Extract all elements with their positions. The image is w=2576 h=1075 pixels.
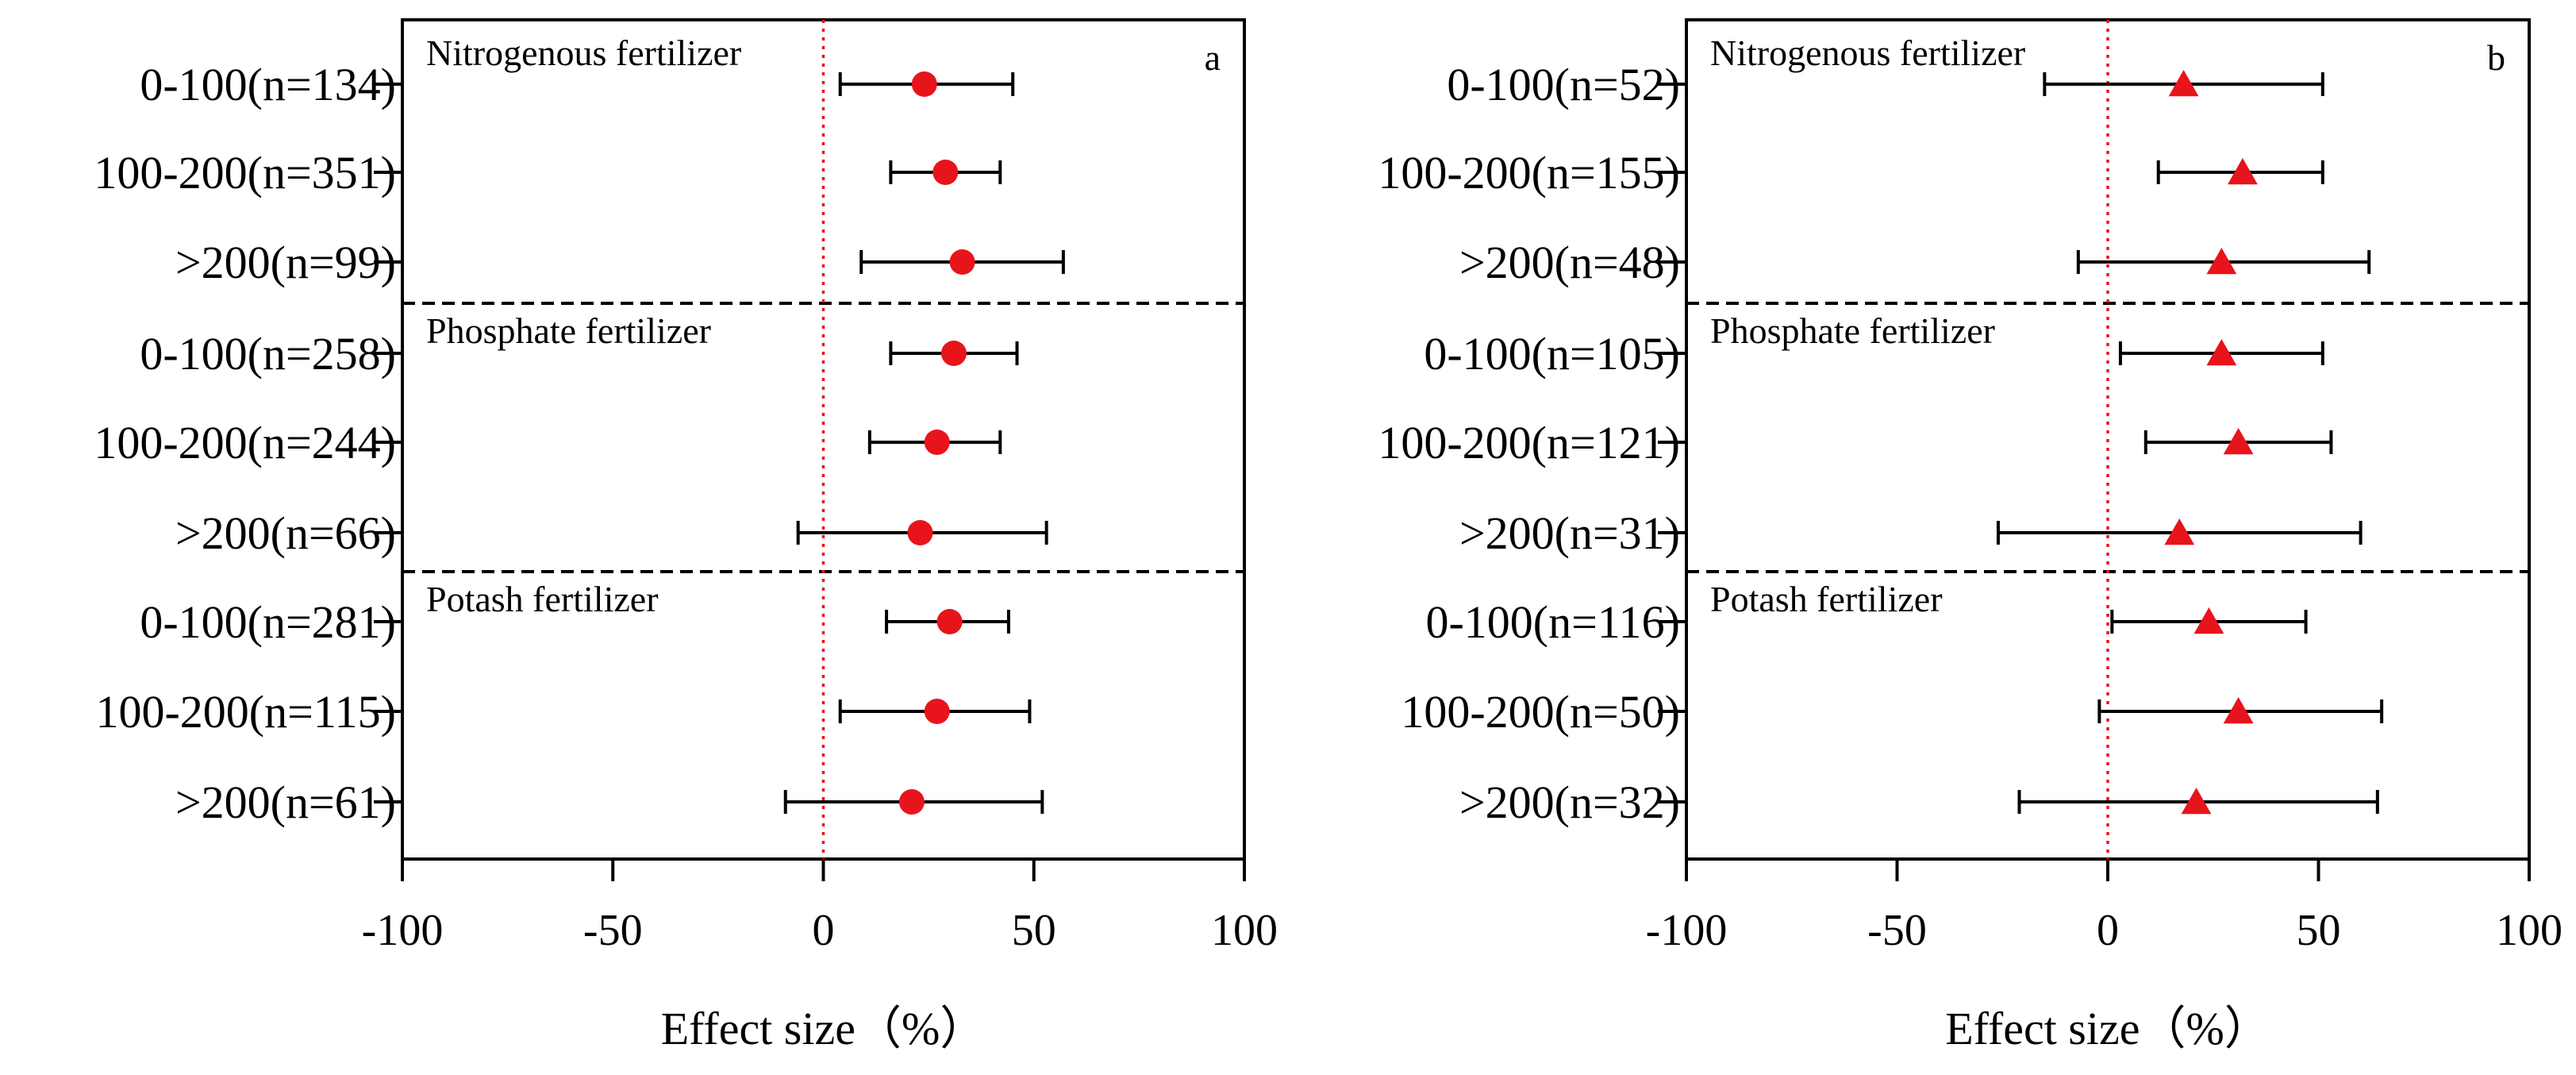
- y-category-label: >200(n=66): [175, 507, 396, 559]
- x-tick-label: 50: [2297, 906, 2341, 955]
- y-category-label: >200(n=31): [1459, 507, 1680, 559]
- panel-a: -100 -50 0 50 100 Effect size（%） a Nitrogenous …: [94, 18, 1278, 1054]
- y-category-label: 0-100(n=281): [140, 596, 396, 648]
- group-label: Potash fertilizer: [1710, 579, 1943, 619]
- panel-letter: b: [2487, 37, 2505, 78]
- mean-marker-circle: [924, 430, 950, 455]
- mean-marker-triangle: [2223, 697, 2254, 724]
- y-category-label: 100-200(n=351): [94, 147, 396, 198]
- x-axis-label: Effect size（%）: [1945, 1003, 2270, 1054]
- y-category-label: 100-200(n=244): [94, 417, 396, 468]
- mean-marker-circle: [911, 71, 937, 97]
- x-tick-label: -50: [1867, 906, 1927, 955]
- x-tick-label: 50: [1012, 906, 1056, 955]
- panel-b: -100 -50 0 50 100 Effect size（%） b Nitrogenous …: [1378, 18, 2563, 1054]
- x-tick-label: 0: [2097, 906, 2119, 955]
- group-label: Nitrogenous fertilizer: [426, 33, 741, 73]
- x-tick-label: 100: [2496, 906, 2563, 955]
- mean-marker-circle: [924, 699, 950, 724]
- y-category-label: 100-200(n=155): [1378, 147, 1680, 198]
- group-label: Potash fertilizer: [426, 579, 659, 619]
- y-category-label: 100-200(n=115): [95, 686, 396, 738]
- mean-marker-circle: [940, 341, 967, 366]
- y-category-label: >200(n=32): [1459, 776, 1680, 828]
- mean-marker-triangle: [2223, 428, 2254, 455]
- y-category-label: 100-200(n=50): [1401, 686, 1680, 738]
- mean-marker-triangle: [2181, 788, 2212, 815]
- group-label: Nitrogenous fertilizer: [1710, 33, 2025, 73]
- mean-marker-circle: [949, 249, 975, 275]
- x-tick-label: 0: [813, 906, 835, 955]
- x-tick-label: -100: [1646, 906, 1728, 955]
- y-category-label: >200(n=99): [175, 237, 396, 288]
- y-category-label: 0-100(n=134): [140, 59, 396, 110]
- mean-marker-triangle: [2164, 518, 2195, 545]
- mean-marker-triangle: [2206, 248, 2237, 275]
- mean-marker-circle: [932, 160, 959, 185]
- y-category-label: 0-100(n=52): [1447, 59, 1680, 110]
- y-category-label: 0-100(n=116): [1425, 596, 1680, 648]
- group-label: Phosphate fertilizer: [1710, 310, 1995, 351]
- x-tick-label: -50: [583, 906, 643, 955]
- group-label: Phosphate fertilizer: [426, 310, 711, 351]
- panel-letter: a: [1205, 37, 1221, 78]
- mean-marker-triangle: [2168, 70, 2199, 97]
- y-category-label: >200(n=48): [1459, 237, 1680, 288]
- mean-marker-triangle: [2206, 339, 2237, 366]
- x-tick-label: -100: [362, 906, 444, 955]
- mean-marker-circle: [907, 520, 933, 545]
- x-axis-label: Effect size（%）: [661, 1003, 986, 1054]
- mean-marker-circle: [936, 609, 963, 634]
- mean-marker-triangle: [2193, 607, 2224, 634]
- mean-marker-circle: [898, 789, 925, 815]
- y-category-label: 0-100(n=258): [140, 328, 396, 380]
- y-category-label: 0-100(n=105): [1424, 328, 1680, 380]
- x-tick-label: 100: [1211, 906, 1278, 955]
- mean-marker-triangle: [2228, 158, 2258, 185]
- y-category-label: >200(n=61): [175, 776, 396, 828]
- y-category-label: 100-200(n=121): [1378, 417, 1680, 468]
